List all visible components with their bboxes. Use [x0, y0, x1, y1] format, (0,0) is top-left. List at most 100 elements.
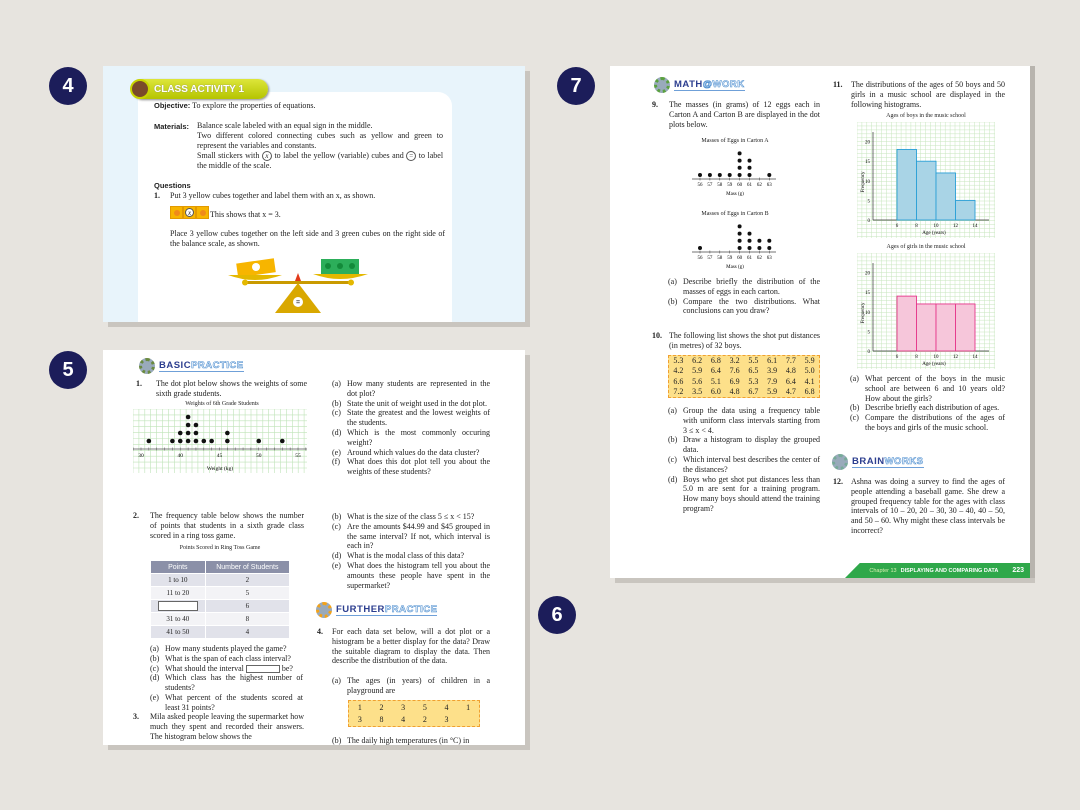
- question: 11. The distributions of the ages of 50 b…: [833, 80, 1005, 109]
- carton-a-title: Masses of Eggs in Carton A: [701, 138, 769, 144]
- dot: [717, 173, 722, 177]
- sub-question: (a) How many students played the game?: [150, 644, 303, 654]
- y-axis-label: Frequency: [861, 171, 866, 193]
- dot: [737, 165, 742, 170]
- sub-question: (b) State the unit of weight used in the …: [332, 399, 490, 409]
- page-badge-7: 7: [557, 67, 595, 105]
- tick-label: 20: [865, 141, 871, 146]
- sub-question-label: (c): [150, 663, 159, 673]
- sub-question-label: (a): [668, 277, 677, 286]
- question: 10. The following list shows the shot put…: [652, 331, 820, 351]
- boys-histogram-title: Ages of boys in the music school: [886, 113, 966, 119]
- data-value: 6.8: [710, 356, 721, 366]
- page-badge-4: 4: [49, 67, 87, 105]
- data-value: 6.4: [785, 376, 796, 386]
- data-value: 6.5: [748, 366, 759, 376]
- tick-label: 57: [707, 183, 713, 188]
- sub-question-text: State the unit of weight used in the dot…: [347, 398, 487, 408]
- cell-value: 5: [245, 589, 250, 597]
- cell-value: 4: [245, 628, 250, 636]
- tick-label: 5: [868, 330, 871, 335]
- data-value: 7.6: [729, 366, 740, 376]
- sub-question: (e) Around which values do the data clust…: [332, 448, 490, 458]
- tick-label: 40: [178, 453, 184, 459]
- sub-question-text: What does this dot plot tell you about t…: [347, 457, 490, 477]
- right-pan: [313, 274, 368, 279]
- dot: [737, 158, 742, 163]
- weights-dot-plot: 30 40 45 50 55 Weight (kg): [133, 409, 307, 473]
- table-row: 11 to 20 5: [150, 586, 291, 600]
- sub-question: (a) The ages (in years) of children in a …: [332, 676, 490, 696]
- stickers-text: Small stickers with: [197, 151, 260, 160]
- question-text: Ashna was doing a survey to find the age…: [851, 477, 1005, 535]
- dot: [193, 430, 199, 436]
- sub-question-text: What does the histogram tell you about t…: [347, 561, 490, 590]
- data-value: 6.6: [673, 376, 684, 386]
- tick-label: 62: [757, 256, 763, 261]
- sub-question-text: What is the span of each class interval?: [165, 653, 291, 663]
- tick-label: 10: [934, 355, 940, 360]
- histogram-bar: [916, 160, 937, 221]
- materials-list: Balance scale labeled with an equal sign…: [197, 121, 443, 171]
- sub-questions: (b) The daily high temperatures (in °C) i…: [332, 736, 490, 746]
- sub-question-text: How many students played the game?: [165, 644, 303, 654]
- sub-question-text: What percent of the students scored at l…: [165, 692, 303, 712]
- dot: [737, 173, 742, 177]
- table-cell: 8: [204, 612, 291, 626]
- data-value: 3.9: [767, 366, 778, 376]
- tick-label: 55: [295, 453, 301, 459]
- tick-label: 14: [973, 224, 979, 229]
- logo-text: PRACTICE: [384, 604, 438, 616]
- sub-questions: (a) What percent of the boys in the music…: [850, 374, 1005, 433]
- sub-question-label: (b): [668, 296, 678, 306]
- tick-label: 63: [767, 256, 773, 261]
- sub-question-label: (b): [332, 736, 342, 745]
- data-value: 5.9: [804, 356, 815, 366]
- sub-question-text: What percent of the boys in the music sc…: [865, 374, 1005, 403]
- question-number: 2.: [133, 511, 139, 520]
- tick-label: 0: [868, 350, 871, 355]
- page-badge-6: 6: [538, 596, 576, 634]
- activity-question-1: 1. Put 3 yellow cubes together and label…: [154, 191, 446, 201]
- x-axis-label: Mass (g): [726, 265, 744, 270]
- material-item: Small stickers with x to label the yello…: [197, 151, 443, 171]
- sub-question-text: What does the histogram tell you about t…: [347, 560, 490, 590]
- sub-question-text: Group the data using a frequency table w…: [683, 406, 820, 435]
- sub-question-label: (b): [668, 435, 678, 445]
- table-cell: 41 to 50: [150, 625, 206, 639]
- sub-question: (c) Which interval best describes the cen…: [668, 455, 820, 475]
- data-value: 2: [379, 703, 384, 713]
- sub-question-label: (a): [332, 379, 341, 388]
- dot: [727, 173, 732, 177]
- data-value: 3.5: [692, 386, 703, 396]
- blank-box: [245, 664, 280, 673]
- dot: [757, 238, 762, 243]
- data-value: 6.9: [729, 376, 740, 386]
- sub-question: (a) What percent of the boys in the music…: [850, 374, 1005, 403]
- sub-question-label: (b): [150, 653, 160, 663]
- logo-text: BASIC: [159, 360, 192, 371]
- sub-question: (b) What is the span of each class interv…: [150, 654, 303, 664]
- question: 1. The dot plot below shows the weights o…: [136, 379, 307, 399]
- x-axis-label: Age (years): [922, 362, 946, 367]
- data-value: 5: [422, 703, 427, 713]
- question-number: 11.: [833, 80, 843, 89]
- sub-question-text: Which class has the highest number of st…: [165, 673, 303, 693]
- dot: [747, 173, 752, 177]
- sub-question-text: What percent of the boys in the music sc…: [865, 374, 1005, 403]
- class-activity-header: CLASS ACTIVITY 1: [130, 79, 268, 99]
- dot: [737, 231, 742, 236]
- data-value: 4.7: [785, 386, 796, 396]
- objective-text: To explore the properties of equations.: [192, 101, 316, 110]
- table-cell: 5: [204, 586, 291, 600]
- tick-label: 12: [953, 355, 959, 360]
- sub-question: (c) Compare the distributions of the ages…: [850, 413, 1005, 433]
- table-title: Points Scored in Ring Toss Game: [179, 545, 261, 551]
- dot: [170, 438, 175, 444]
- table-row: 1 to 10 2: [150, 573, 291, 587]
- table-row: 41 to 50 4: [150, 625, 291, 639]
- sub-question: (b) Draw a histogram to display the group…: [668, 435, 820, 455]
- question: 12. Ashna was doing a survey to find the …: [833, 477, 1005, 536]
- cell-value: 31 to 40: [166, 615, 190, 623]
